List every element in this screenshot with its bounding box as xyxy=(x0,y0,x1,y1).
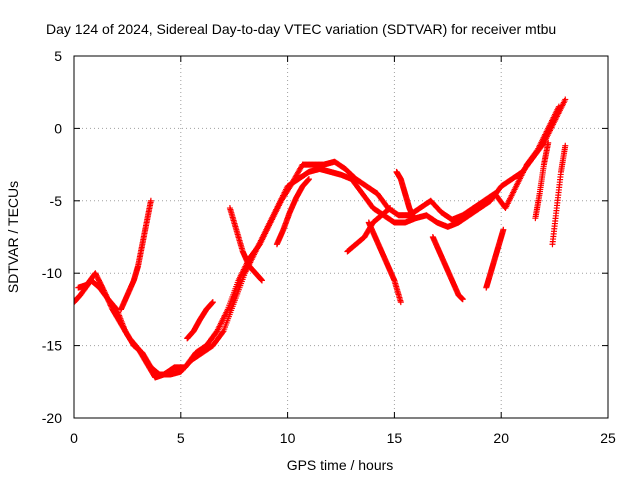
data-point xyxy=(209,299,216,306)
x-tick-label: 15 xyxy=(387,430,403,446)
series-arc-5.5h xyxy=(184,299,216,342)
x-tick-label: 5 xyxy=(177,430,185,446)
data-point xyxy=(459,296,466,303)
data-point xyxy=(102,291,109,298)
data-point xyxy=(101,288,108,295)
x-tick-label: 25 xyxy=(600,430,616,446)
data-point xyxy=(100,287,107,294)
data-point xyxy=(555,103,562,110)
data-point xyxy=(305,176,312,183)
chart-title: Day 124 of 2024, Sidereal Day-to-day VTE… xyxy=(46,21,556,37)
data-point xyxy=(500,226,507,233)
y-tick-label: -10 xyxy=(42,265,62,281)
data-point xyxy=(562,96,569,103)
data-point xyxy=(105,298,112,305)
data-point xyxy=(103,292,110,299)
data-point xyxy=(107,302,114,309)
data-point xyxy=(103,294,110,301)
data-point xyxy=(410,215,417,222)
data-point xyxy=(105,296,112,303)
series-arc-22.5h xyxy=(549,142,569,248)
series-arc-13h xyxy=(344,205,394,255)
series-arc-14.5h xyxy=(365,219,404,306)
series-arc-19.5h xyxy=(483,226,507,291)
series-arc-10h xyxy=(273,176,312,248)
series-main-trend-b xyxy=(75,103,562,381)
y-tick-label: 5 xyxy=(54,48,62,64)
data-point xyxy=(562,142,569,149)
axis-ticks: 0 5 10 15 20 25 5 0 -5 -10 -15 -20 xyxy=(42,48,616,446)
x-tick-label: 0 xyxy=(70,430,78,446)
data-point xyxy=(387,205,394,212)
y-tick-label: -15 xyxy=(42,338,62,354)
data-point xyxy=(104,295,111,302)
plot-frame xyxy=(73,55,609,419)
x-axis-label: GPS time / hours xyxy=(287,457,394,473)
data-point xyxy=(545,139,552,146)
x-tick-label: 10 xyxy=(280,430,296,446)
series-arc-7.5h xyxy=(226,205,265,284)
data-point xyxy=(106,299,113,306)
x-tick-label: 20 xyxy=(493,430,509,446)
series-arc-3.5h xyxy=(117,197,154,313)
series-arc-17.5h xyxy=(429,234,466,303)
y-tick-label: -20 xyxy=(42,410,62,426)
data-point xyxy=(258,277,265,284)
data-point xyxy=(108,303,115,310)
data-point xyxy=(147,197,154,204)
series-arc-15.5h xyxy=(393,168,417,222)
y-tick-label: -5 xyxy=(50,193,63,209)
data-point xyxy=(397,299,404,306)
series-arc-21.8h xyxy=(532,139,552,222)
data-series xyxy=(74,96,569,381)
data-point xyxy=(102,290,109,297)
y-tick-label: 0 xyxy=(54,120,62,136)
data-point xyxy=(107,301,114,308)
y-axis-label: SDTVAR / TECUs xyxy=(5,181,21,293)
data-point xyxy=(219,329,226,336)
grid-lines xyxy=(74,56,608,418)
